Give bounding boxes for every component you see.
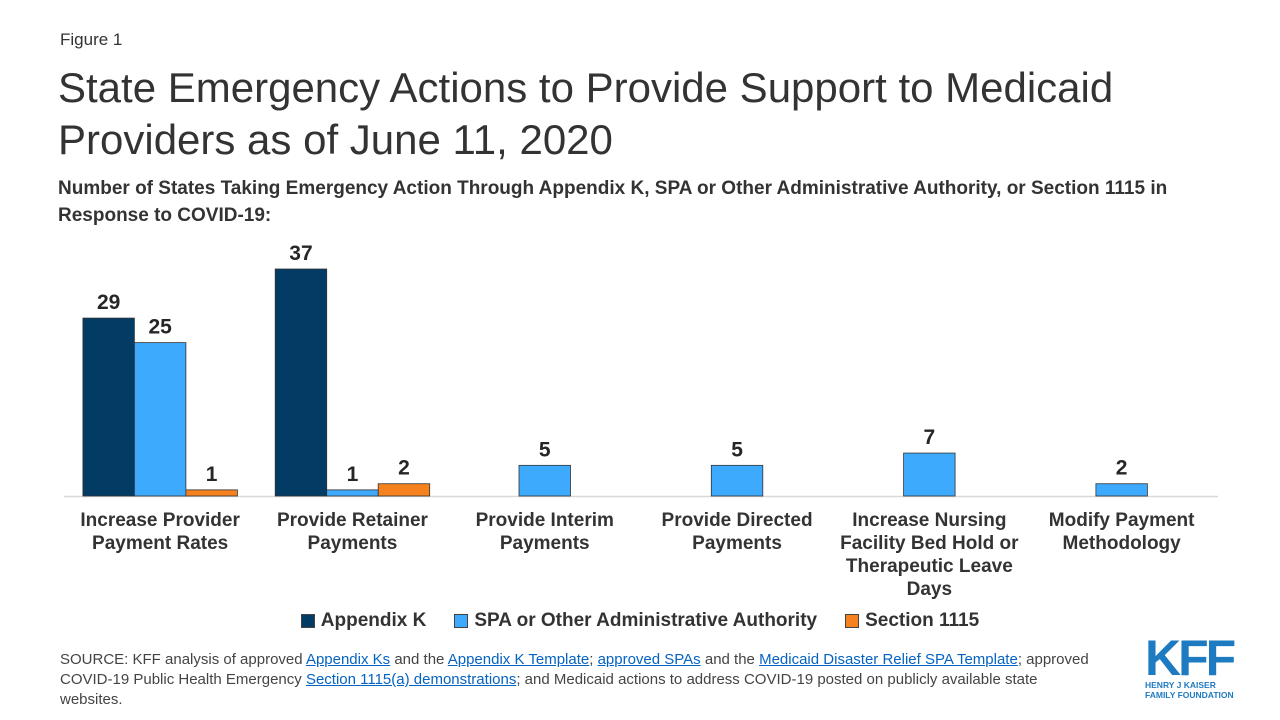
legend-item: Appendix K [300,610,427,632]
data-label: 5 [539,438,551,461]
bar-section-1115 [377,483,431,497]
logo-line1: HENRY J KAISER [1145,680,1216,690]
source-text: ; [589,651,598,668]
data-label: 2 [398,457,410,480]
data-label: 2 [1116,457,1128,480]
legend-item: Section 1115 [845,610,979,632]
bar-appendix-k [274,268,328,497]
category-label: Provide Interim Payments [475,510,614,554]
source-text: SOURCE: KFF analysis of approved [60,651,306,668]
category-label: Provide Retainer Payments [276,510,428,554]
source-link[interactable]: Appendix K Template [447,651,590,668]
source-note: SOURCE: KFF analysis of approved Appendi… [60,650,1100,710]
legend-item: SPA or Other Administrative Authority [454,610,817,632]
bar-spa-or-other-administrative-authority [133,342,187,497]
legend: Appendix K SPA or Other Administrative Au… [0,610,1280,632]
data-label: 7 [924,426,936,449]
source-text: ; approved COVID-19 Public Health Emerge… [60,651,1089,688]
bar-spa-or-other-administrative-authority [1095,483,1148,497]
source-link[interactable]: approved SPAs [597,651,701,668]
source-link[interactable]: Medicaid Disaster Relief SPA Template [759,651,1018,668]
data-label: 5 [731,438,743,461]
logo-mark: KFF [1145,630,1236,686]
bar-section-1115 [185,489,238,497]
data-label: 1 [347,463,359,486]
chart-subtitle: Number of States Taking Emergency Action… [58,178,1168,226]
legend-label: Appendix K [320,610,427,631]
logo-line2: FAMILY FOUNDATION [1145,690,1234,700]
source-text: and the [390,651,448,668]
source-link[interactable]: Appendix Ks [305,651,391,668]
bar-spa-or-other-administrative-authority [326,489,379,497]
legend-label: SPA or Other Administrative Authority [474,610,818,631]
kff-logo: KFF HENRY J KAISER FAMILY FOUNDATION [1145,630,1236,700]
source-text: ; and Medicaid actions to address COVID-… [60,671,1038,708]
legend-swatch [845,614,860,628]
category-label: Modify Payment Methodology [1048,510,1195,554]
source-link[interactable]: Section 1115(a) demonstrations [305,671,517,688]
category-label: Increase Nursing Facility Bed Hold or Th… [840,510,1019,600]
data-label: 1 [206,463,218,486]
legend-swatch [454,614,469,628]
bar-spa-or-other-administrative-authority [518,464,571,497]
data-label: 25 [148,316,172,339]
source-text: and the [700,651,760,668]
bar-spa-or-other-administrative-authority [710,464,764,497]
bar-spa-or-other-administrative-authority [903,452,956,497]
category-label: Increase Provider Payment Rates [80,510,240,554]
legend-label: Section 1115 [865,610,980,631]
legend-swatch [300,614,315,628]
bar-appendix-k [82,317,135,497]
figure-label: Figure 1 [60,30,123,49]
data-label: 37 [289,242,312,265]
category-label: Provide Directed Payments [661,510,813,554]
chart-title: State Emergency Actions to Provide Suppo… [58,64,1114,163]
data-label: 29 [97,291,120,314]
